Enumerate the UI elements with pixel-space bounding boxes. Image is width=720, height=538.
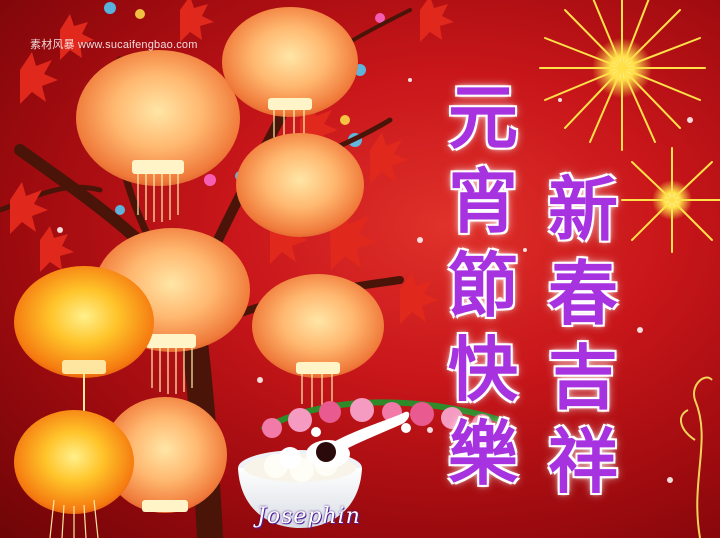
vine-icon xyxy=(679,376,713,538)
greeting-char: 元 xyxy=(448,76,518,159)
signature: Josephin xyxy=(257,504,361,529)
greeting-char: 新 xyxy=(548,168,618,251)
spoon-icon xyxy=(306,411,410,468)
greeting-right-column: 新 春 吉 祥 xyxy=(548,168,618,504)
greeting-char: 樂 xyxy=(448,412,518,495)
firework-icon xyxy=(539,0,720,253)
greeting-char: 宵 xyxy=(448,160,518,243)
greeting-char: 節 xyxy=(448,244,518,327)
watermark: 素材风暴 www.sucaifengbao.com xyxy=(30,39,198,51)
greeting-char: 快 xyxy=(448,328,518,411)
greeting-char: 吉 xyxy=(548,336,618,419)
lantern-icon xyxy=(76,7,384,513)
lantern-icon xyxy=(14,266,154,538)
greeting-left-column: 元 宵 節 快 樂 xyxy=(448,76,518,496)
rose-icon xyxy=(260,398,501,438)
greeting-char: 春 xyxy=(548,252,618,335)
greeting-char: 祥 xyxy=(548,420,618,503)
